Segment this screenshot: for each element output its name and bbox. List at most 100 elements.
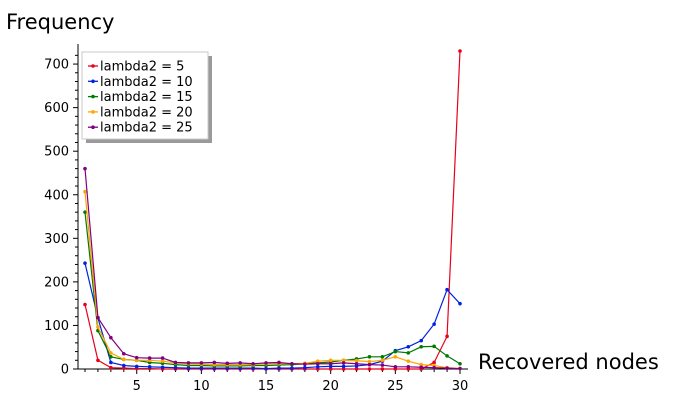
y-tick-label: 0: [61, 363, 69, 378]
data-point: [419, 338, 424, 343]
series-line: [84, 263, 461, 370]
data-point: [134, 358, 139, 363]
data-point: [354, 367, 359, 371]
data-point: [458, 366, 462, 371]
legend-box: [81, 51, 209, 140]
data-point: [303, 362, 307, 367]
data-point: [109, 335, 113, 340]
y-axis-title: Frequency: [6, 10, 115, 34]
x-tick-label: 5: [133, 379, 141, 394]
data-point: [315, 361, 320, 366]
data-point: [173, 360, 178, 365]
legend-label: lambda2 = 15: [100, 90, 193, 105]
data-point: [109, 365, 113, 370]
data-point: [328, 358, 333, 363]
data-point: [380, 363, 385, 367]
data-point: [290, 361, 294, 366]
data-point: [315, 365, 320, 369]
data-point: [277, 360, 281, 365]
series-line: [84, 168, 461, 370]
legend-marker: [91, 64, 95, 68]
y-tick-label: 300: [44, 232, 69, 247]
data-point: [173, 365, 178, 370]
data-point: [83, 166, 87, 171]
series-2: [83, 261, 462, 371]
data-point: [445, 354, 449, 358]
data-point: [328, 364, 333, 369]
data-point: [393, 349, 398, 354]
data-point: [419, 344, 424, 349]
data-point: [264, 366, 268, 371]
data-point: [96, 358, 100, 363]
data-point: [419, 365, 424, 370]
data-point: [445, 366, 449, 370]
data-point: [406, 344, 411, 349]
data-point: [328, 361, 333, 366]
data-point: [251, 361, 255, 366]
data-point: [290, 366, 294, 370]
data-point: [238, 361, 242, 365]
data-point: [432, 344, 436, 349]
series-line: [84, 50, 461, 370]
data-point: [328, 367, 333, 371]
y-tick-label: 200: [44, 275, 69, 290]
legend-label: lambda2 = 25: [100, 121, 193, 136]
x-tick-label: 15: [258, 379, 275, 394]
data-point: [160, 356, 165, 360]
y-tick-label: 400: [44, 188, 69, 203]
legend-marker: [91, 79, 95, 84]
legend-item: lambda2 = 5: [88, 60, 184, 75]
data-point: [380, 355, 385, 359]
series-4: [83, 189, 462, 371]
data-point: [458, 361, 462, 366]
legend-marker: [91, 110, 95, 114]
data-point: [367, 355, 372, 359]
data-point: [458, 301, 462, 306]
data-point: [225, 361, 230, 366]
data-point: [83, 210, 87, 214]
data-point: [406, 351, 411, 355]
data-point: [160, 359, 165, 363]
x-tick-label: 10: [193, 379, 210, 394]
data-point: [121, 357, 126, 362]
data-point: [393, 355, 398, 359]
data-point: [393, 365, 398, 369]
x-tick-label: 30: [452, 379, 469, 394]
data-point: [96, 325, 100, 329]
data-point: [199, 366, 204, 370]
data-point: [406, 365, 411, 369]
data-point: [199, 361, 204, 365]
legend-label: lambda2 = 5: [100, 60, 184, 75]
data-point: [367, 359, 372, 364]
data-point: [445, 334, 449, 339]
y-tick-label: 500: [44, 145, 69, 160]
y-tick-label: 700: [44, 58, 69, 73]
data-point: [432, 322, 436, 326]
data-point: [160, 365, 165, 370]
data-point: [264, 361, 268, 365]
data-point: [96, 315, 100, 320]
data-point: [277, 366, 281, 370]
legend-item: lambda2 = 10: [88, 75, 193, 90]
data-point: [134, 364, 139, 369]
data-point: [354, 361, 359, 366]
data-point: [380, 358, 385, 363]
data-point: [315, 359, 320, 363]
data-point: [380, 367, 385, 371]
data-point: [432, 365, 436, 370]
data-point: [134, 355, 139, 360]
legend-item: lambda2 = 25: [88, 121, 193, 136]
series-line: [84, 212, 461, 367]
legend-marker: [91, 94, 95, 99]
legend-label: lambda2 = 20: [100, 105, 193, 120]
data-point: [121, 351, 126, 356]
legend-item: lambda2 = 15: [88, 90, 193, 105]
series-3: [83, 210, 462, 368]
data-point: [83, 261, 87, 265]
data-point: [109, 351, 113, 355]
data-point: [406, 359, 411, 363]
axis-ticks: 0 100 200 300 400 500 600 700 5 10 15 20 25 30: [44, 54, 469, 394]
